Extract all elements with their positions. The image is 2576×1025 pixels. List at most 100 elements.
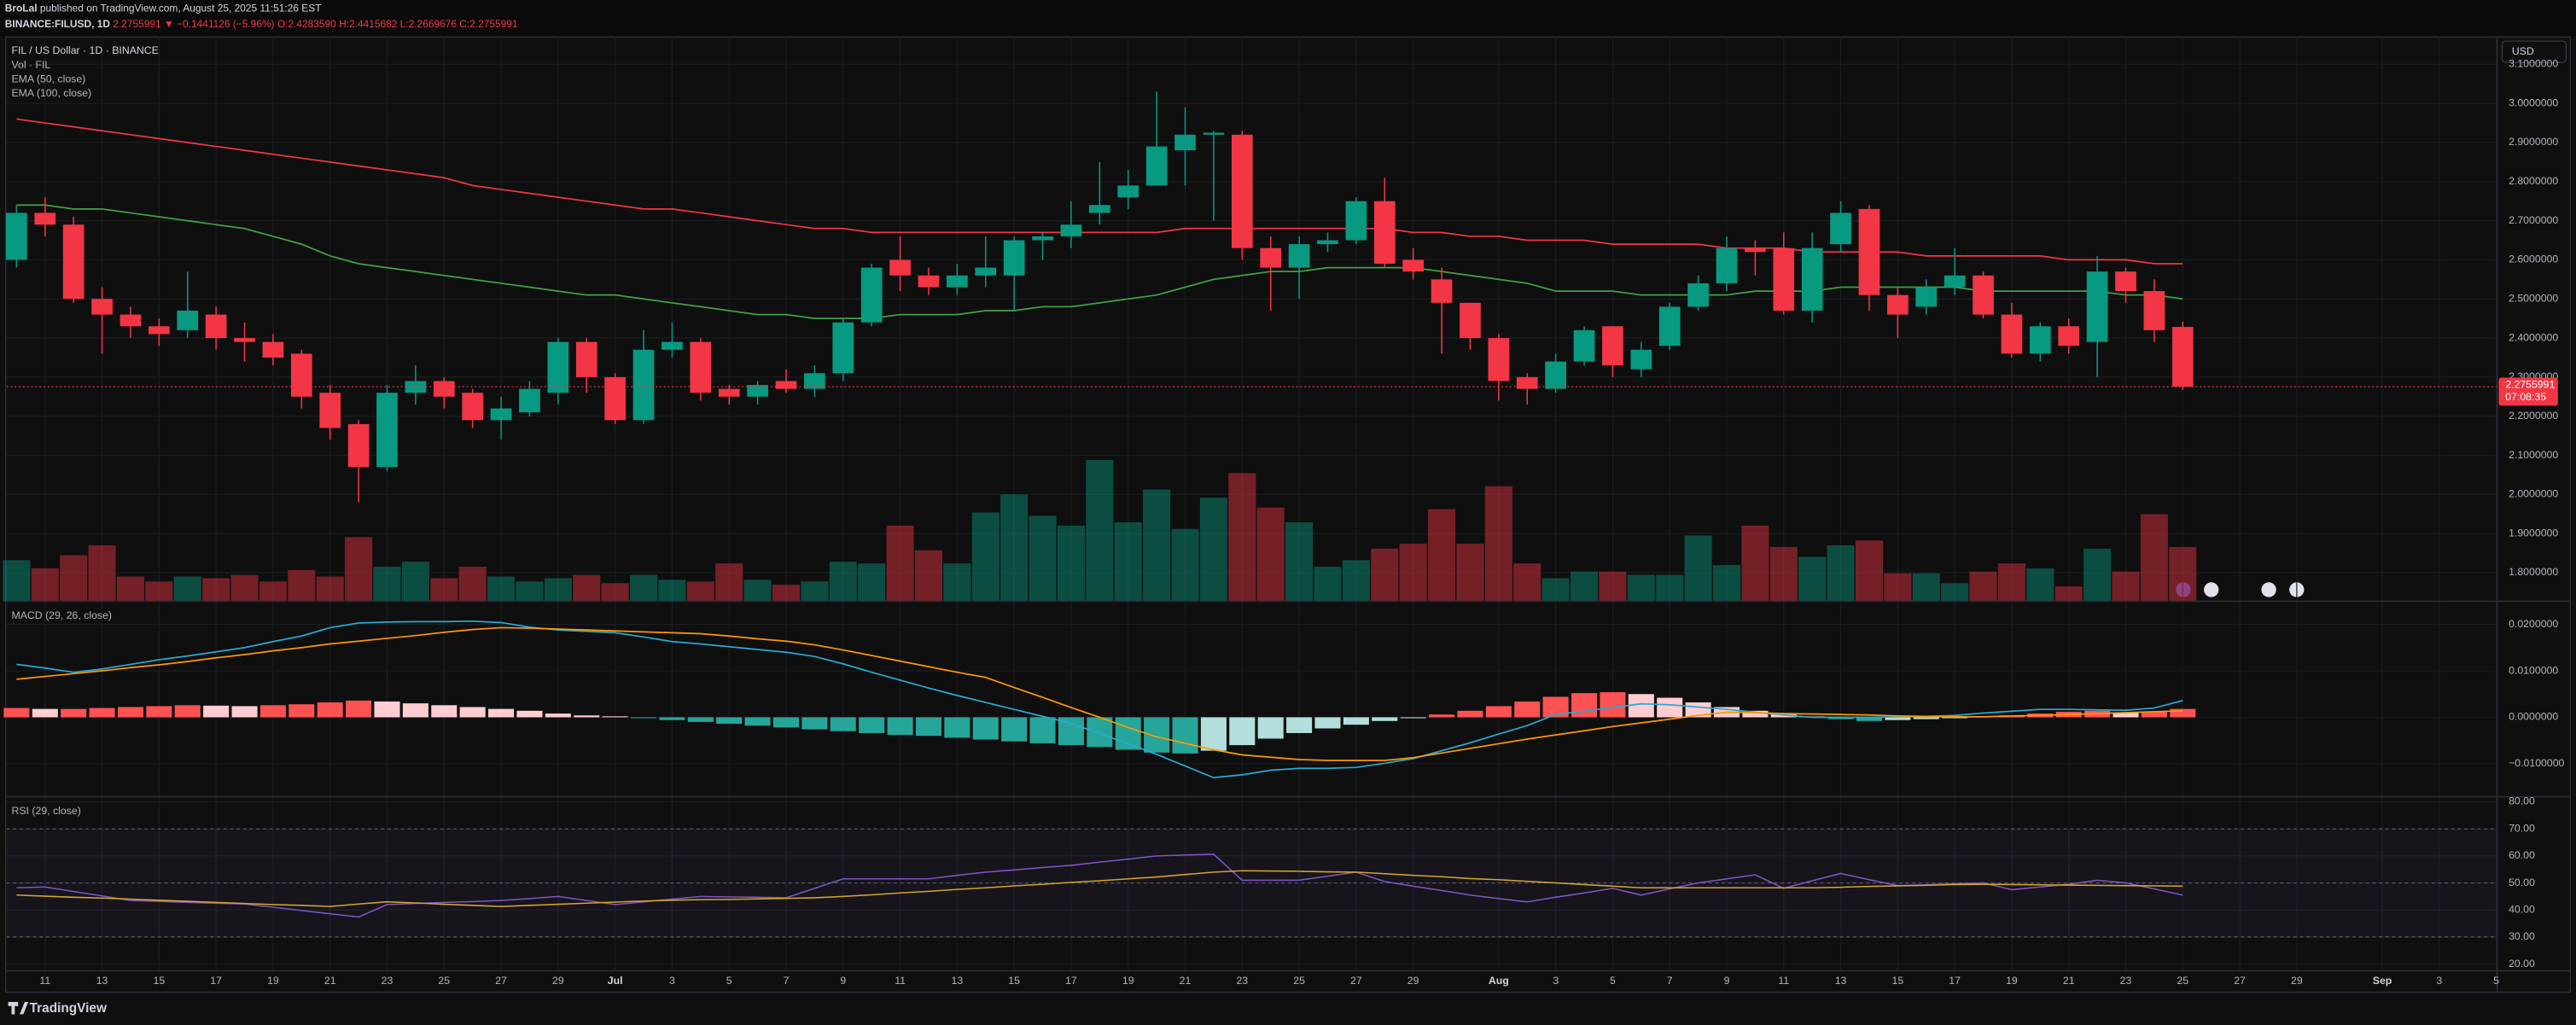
histogram-bar bbox=[1913, 717, 1939, 719]
histogram-bar bbox=[431, 705, 458, 718]
histogram-bar bbox=[89, 708, 115, 718]
volume-bar bbox=[1000, 494, 1029, 602]
x-tick-label: 11 bbox=[39, 975, 50, 987]
candle-body bbox=[1516, 376, 1538, 389]
event-icon[interactable] bbox=[2176, 582, 2191, 597]
volume-bar bbox=[230, 574, 259, 602]
candle-body bbox=[319, 393, 341, 428]
candle-body bbox=[376, 393, 398, 468]
histogram-bar bbox=[631, 717, 657, 719]
author-line: BroLal published on TradingView.com, Aug… bbox=[5, 3, 322, 15]
symbol: BINANCE:FILUSD, 1D bbox=[5, 18, 111, 30]
published: published on TradingView.com, August 25,… bbox=[40, 3, 322, 15]
event-icon[interactable] bbox=[2261, 582, 2276, 597]
volume-bar bbox=[658, 579, 686, 602]
candle-body bbox=[1973, 275, 1994, 315]
candle-body bbox=[1716, 248, 1738, 283]
volume-bar bbox=[544, 578, 572, 602]
y-tick-label: 2.8000000 bbox=[2509, 175, 2558, 187]
candle-body bbox=[262, 341, 284, 358]
volume-bar bbox=[345, 537, 373, 602]
histogram-bar bbox=[1029, 717, 1056, 743]
candle-body bbox=[1745, 248, 1766, 253]
x-tick-label: 29 bbox=[552, 975, 564, 987]
event-icon[interactable] bbox=[2204, 582, 2219, 597]
x-tick-label: 15 bbox=[154, 975, 166, 987]
histogram-bar bbox=[1885, 717, 1911, 720]
x-tick-label: 11 bbox=[895, 975, 906, 987]
candle-body bbox=[1260, 248, 1282, 268]
histogram-bar bbox=[1314, 717, 1341, 729]
candle-body bbox=[804, 373, 825, 389]
candle-body bbox=[34, 213, 56, 225]
x-tick-label: 3 bbox=[1553, 975, 1559, 987]
histogram-bar bbox=[1485, 706, 1512, 718]
volume-bar bbox=[1256, 507, 1285, 602]
x-tick-label: 5 bbox=[2493, 975, 2499, 987]
histogram-bar bbox=[1286, 717, 1313, 733]
volume-bar bbox=[1542, 578, 1570, 602]
currency-button[interactable] bbox=[2501, 40, 2567, 63]
volume-bar bbox=[2112, 571, 2140, 602]
histogram-bar bbox=[1514, 701, 1541, 718]
candle-body bbox=[747, 385, 768, 397]
volume-bar bbox=[173, 576, 201, 602]
volume-bar bbox=[829, 562, 857, 602]
x-tick-label: 23 bbox=[1236, 975, 1248, 987]
volume-bar bbox=[373, 567, 401, 602]
brand-name: TradingView bbox=[30, 1001, 107, 1016]
x-tick-label: 21 bbox=[2063, 975, 2075, 987]
y-tick-label: 3.0000000 bbox=[2509, 96, 2558, 108]
candle-body bbox=[347, 423, 370, 468]
histogram-bar bbox=[203, 705, 230, 718]
y-tick-label: 60.00 bbox=[2509, 849, 2535, 861]
candle-body bbox=[1203, 132, 1225, 135]
x-tick-label: 29 bbox=[1407, 975, 1419, 987]
y-tick-label: 2.9000000 bbox=[2509, 136, 2558, 148]
candle-body bbox=[975, 267, 997, 276]
volume-bar bbox=[2054, 586, 2083, 602]
volume-bar bbox=[2084, 548, 2112, 602]
histogram-bar bbox=[1827, 717, 1854, 719]
x-tick-label: 7 bbox=[1667, 975, 1673, 987]
volume-bar bbox=[1741, 525, 1769, 602]
volume-bar bbox=[1712, 565, 1741, 602]
rsi-line bbox=[16, 870, 2183, 907]
y-tick-label: 2.6000000 bbox=[2509, 253, 2558, 265]
candle-body bbox=[832, 322, 854, 374]
y-tick-label: 1.8000000 bbox=[2509, 566, 2558, 578]
candle-body bbox=[1773, 248, 1795, 311]
volume-bar bbox=[1912, 573, 1940, 602]
histogram-bar bbox=[716, 717, 743, 725]
y-tick-label: 3.1000000 bbox=[2509, 58, 2558, 70]
y-tick-label: 0.0000000 bbox=[2509, 711, 2558, 723]
histogram-bar bbox=[574, 715, 600, 718]
quote: 2.2755991 ▼ −0.1441126 (−5.96%) O:2.4283… bbox=[113, 18, 518, 30]
y-tick-label: 20.00 bbox=[2509, 958, 2535, 970]
histogram-bar bbox=[3, 708, 30, 718]
candle-body bbox=[1402, 259, 1425, 272]
histogram-bar bbox=[944, 717, 970, 738]
volume-bar bbox=[1884, 573, 1912, 602]
volume-bar bbox=[1484, 486, 1512, 602]
candle-body bbox=[2029, 326, 2051, 354]
volume-bar bbox=[1057, 525, 1085, 602]
candle-body bbox=[1174, 134, 1196, 151]
x-tick-label: 9 bbox=[840, 975, 846, 987]
x-tick-label: Sep bbox=[2373, 975, 2392, 987]
volume-bar bbox=[1997, 563, 2025, 602]
histogram-bar bbox=[1542, 696, 1569, 718]
candle-body bbox=[1345, 201, 1367, 241]
histogram-bar bbox=[288, 704, 315, 718]
candle-body bbox=[918, 275, 940, 288]
volume-bar bbox=[2026, 568, 2054, 602]
candle-body bbox=[62, 224, 85, 300]
candle-body bbox=[1830, 213, 1851, 245]
y-tick-label: 1.9000000 bbox=[2509, 527, 2558, 539]
x-tick-label: 3 bbox=[2436, 975, 2442, 987]
volume-legend: Vol · FIL bbox=[11, 59, 50, 71]
histogram-bar bbox=[1115, 717, 1141, 750]
candle-body bbox=[661, 341, 683, 350]
histogram-bar bbox=[687, 717, 714, 722]
